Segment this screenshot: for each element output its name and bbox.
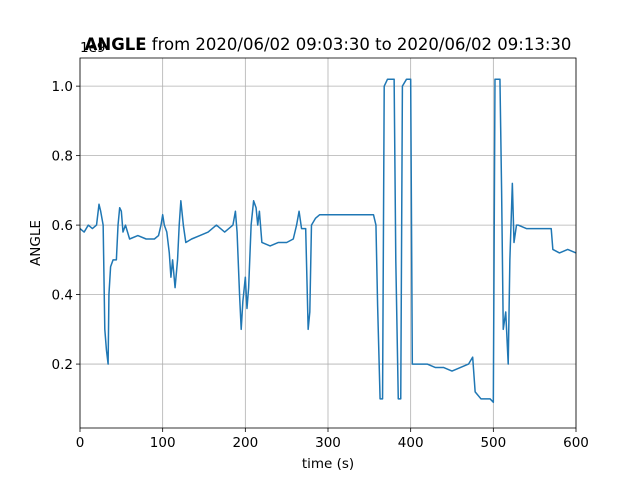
offset-label: 1e9 (80, 40, 105, 56)
chart-title: ANGLE from 2020/06/02 09:03:30 to 2020/0… (85, 35, 572, 54)
data-line (79, 78, 577, 404)
plot-area (79, 58, 577, 428)
y-tick-label: 0.2 (52, 357, 73, 373)
x-tick-label: 100 (150, 435, 176, 451)
x-tick-label: 600 (563, 435, 589, 451)
x-axis-label: time (s) (302, 456, 354, 472)
x-tick-label: 300 (315, 435, 341, 451)
x-tick-label: 500 (480, 435, 506, 451)
x-tick-label: 400 (398, 435, 424, 451)
title-bold: ANGLE (85, 35, 147, 54)
y-axis-label: ANGLE (28, 220, 44, 266)
x-tick-label: 200 (232, 435, 258, 451)
y-tick-label: 0.8 (52, 149, 73, 165)
title-rest: from 2020/06/02 09:03:30 to 2020/06/02 0… (152, 35, 572, 54)
y-tick-label: 1.0 (52, 79, 73, 95)
y-tick-label: 0.6 (52, 218, 73, 234)
x-tick-label: 0 (76, 435, 85, 451)
y-tick-label: 0.4 (52, 288, 73, 304)
